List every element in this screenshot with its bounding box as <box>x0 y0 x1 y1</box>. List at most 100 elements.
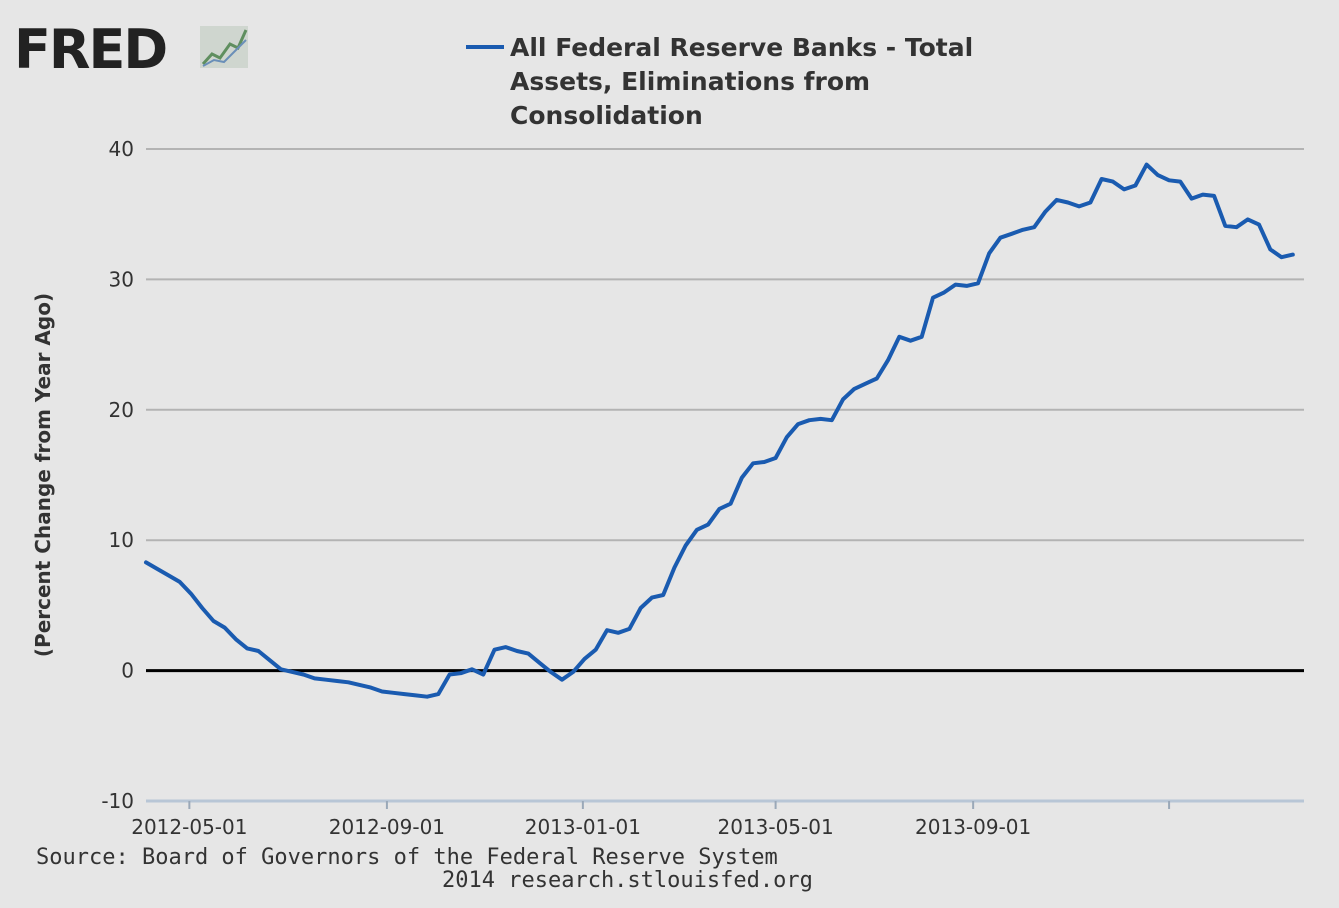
data-point <box>897 335 901 339</box>
data-point <box>1100 177 1104 181</box>
data-point <box>212 619 215 623</box>
data-point <box>403 692 407 696</box>
data-point <box>470 667 474 671</box>
data-point <box>852 387 856 391</box>
data-point <box>1268 247 1272 251</box>
data-point <box>391 691 395 695</box>
data-point <box>167 573 170 577</box>
data-point <box>650 596 654 600</box>
data-point <box>740 476 744 480</box>
data-point <box>358 683 362 687</box>
data-point <box>515 649 519 653</box>
data-point <box>560 678 564 682</box>
data-point <box>751 461 755 465</box>
source-line-1: Source: Board of Governors of the Federa… <box>36 845 778 870</box>
y-axis-label: (Percent Change from Year Ago) <box>31 293 55 657</box>
data-point <box>279 667 283 671</box>
data-point <box>830 418 834 422</box>
data-point <box>1223 224 1227 228</box>
data-point <box>493 648 496 652</box>
data-point <box>1032 225 1036 229</box>
x-tick-label: 2013-01-01 <box>525 815 641 839</box>
legend-label-line-3: Consolidation <box>510 101 703 130</box>
y-tick-label: 40 <box>109 137 134 161</box>
data-point <box>1201 193 1205 197</box>
data-point <box>178 580 182 584</box>
data-point <box>155 567 159 571</box>
data-point <box>987 251 991 255</box>
data-point <box>1055 198 1059 202</box>
data-point <box>762 460 766 464</box>
data-point <box>1156 173 1160 177</box>
data-point <box>684 543 688 547</box>
data-point <box>538 661 541 665</box>
data-point <box>189 592 193 596</box>
data-point <box>729 502 733 506</box>
data-point <box>1122 187 1126 191</box>
data-point <box>1021 228 1025 232</box>
data-point <box>695 528 699 532</box>
data-point <box>1235 225 1238 229</box>
y-tick-label: 20 <box>109 398 134 422</box>
data-point <box>414 693 418 697</box>
data-point <box>223 626 227 630</box>
data-point <box>942 290 946 294</box>
data-point <box>346 680 350 684</box>
data-point <box>1257 223 1261 227</box>
data-point <box>256 649 260 653</box>
data-point <box>841 397 845 401</box>
data-point <box>1190 197 1194 201</box>
data-point <box>1077 204 1081 208</box>
data-point <box>1145 163 1149 167</box>
data-point <box>290 670 294 674</box>
data-point <box>594 648 598 652</box>
series-layer <box>144 162 1295 699</box>
series-points <box>144 163 1295 699</box>
data-point <box>1010 232 1014 236</box>
data-point <box>1167 178 1171 182</box>
fred-logo-text: FRED <box>14 18 166 81</box>
data-point <box>796 422 800 426</box>
data-point <box>774 456 778 460</box>
data-point <box>1043 210 1047 214</box>
x-tick-label: 2012-05-01 <box>131 815 247 839</box>
data-point <box>1212 194 1216 198</box>
y-tick-label: 30 <box>109 267 134 291</box>
data-point <box>144 560 148 564</box>
data-point <box>335 679 339 683</box>
data-point <box>481 673 485 676</box>
data-point <box>436 692 440 696</box>
data-point <box>1088 201 1092 204</box>
data-point <box>706 523 710 527</box>
data-point <box>909 339 912 343</box>
data-point <box>998 236 1002 240</box>
series-line <box>144 162 1295 699</box>
data-point <box>976 281 980 285</box>
data-point <box>234 637 238 641</box>
data-point <box>268 658 272 662</box>
data-point <box>380 690 384 693</box>
data-point <box>526 652 530 656</box>
data-point <box>549 670 553 674</box>
data-point <box>920 335 924 339</box>
data-point <box>627 627 631 631</box>
y-tick-label: -10 <box>101 789 134 813</box>
gridlines <box>146 148 1304 809</box>
data-point <box>459 671 463 675</box>
data-point <box>324 678 328 682</box>
data-point <box>1291 253 1295 257</box>
data-point <box>1280 255 1283 259</box>
data-point <box>965 284 969 288</box>
data-point <box>807 418 811 422</box>
data-point <box>369 686 373 690</box>
x-tick-label: 2013-09-01 <box>915 815 1031 839</box>
data-point <box>639 606 643 610</box>
data-point <box>875 377 879 380</box>
data-point <box>1178 180 1182 184</box>
data-point <box>931 296 935 300</box>
data-point <box>886 358 890 362</box>
data-point <box>301 673 305 676</box>
data-point <box>425 695 429 699</box>
data-point <box>954 283 957 287</box>
